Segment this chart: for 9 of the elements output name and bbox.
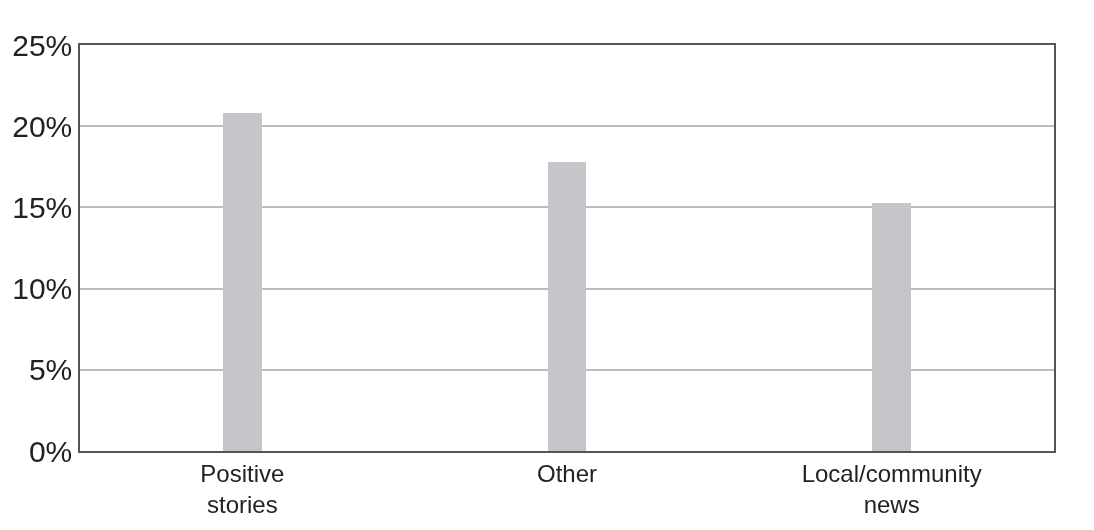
x-tick-label: Positive stories: [200, 459, 285, 518]
y-tick-label: 10%: [12, 272, 73, 306]
y-tick-label: 25%: [12, 28, 73, 62]
y-tick-label: 5%: [28, 353, 73, 387]
x-tick-label: Other: [536, 459, 598, 487]
y-tick-label: 20%: [12, 109, 73, 143]
y-tick-label: 0%: [28, 434, 73, 468]
y-tick-label: 15%: [12, 190, 73, 224]
x-tick-label: Local/community news: [801, 459, 982, 518]
